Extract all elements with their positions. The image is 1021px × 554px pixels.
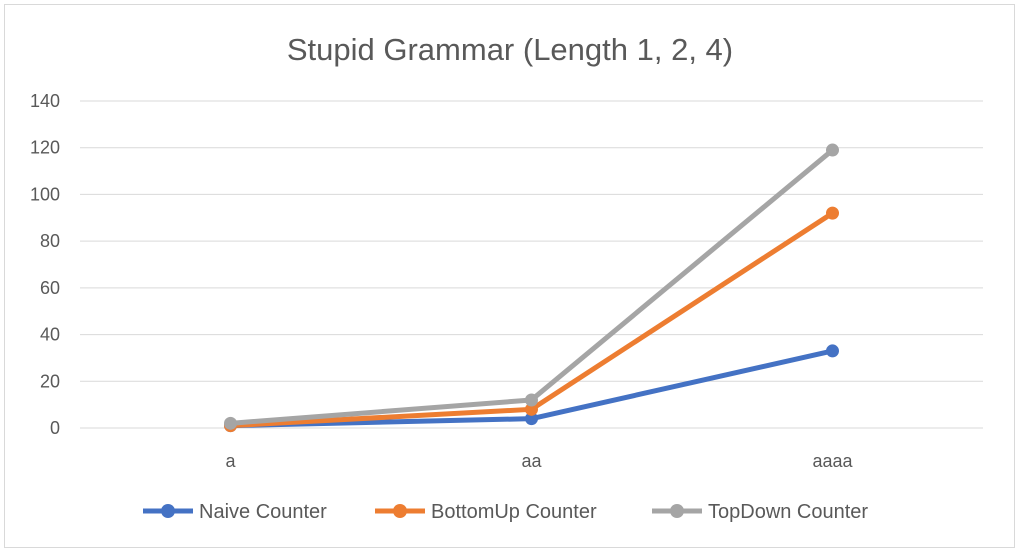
y-tick-label: 120 — [30, 138, 60, 158]
y-tick-label: 40 — [40, 325, 60, 345]
legend-swatch-marker — [670, 504, 684, 518]
chart-frame — [4, 4, 1015, 548]
data-point — [525, 412, 538, 426]
y-tick-label: 80 — [40, 231, 60, 251]
legend-item: BottomUp Counter — [375, 501, 597, 523]
data-point — [224, 416, 237, 430]
data-point — [525, 393, 538, 407]
legend-label: Naive Counter — [199, 501, 327, 523]
series-line — [228, 147, 835, 426]
y-tick-label: 140 — [30, 91, 60, 111]
legend-label: TopDown Counter — [708, 501, 868, 523]
y-tick-label: 20 — [40, 371, 60, 391]
y-axis-ticks: 0 20 40 60 80 100 120 140 — [30, 91, 60, 438]
legend-swatch-marker — [393, 504, 407, 518]
x-axis-ticks: a aa aaaa — [225, 451, 853, 471]
legend-item: Naive Counter — [143, 501, 327, 523]
x-tick-label: aa — [521, 451, 542, 471]
y-tick-label: 0 — [50, 418, 60, 438]
data-point — [826, 143, 839, 157]
data-point — [826, 344, 839, 358]
series-topdown-counter — [224, 143, 839, 430]
data-point — [525, 402, 538, 416]
data-point — [826, 206, 839, 220]
legend-item: TopDown Counter — [652, 501, 868, 523]
legend: Naive Counter BottomUp Counter TopDown Cou… — [143, 501, 868, 523]
y-tick-label: 100 — [30, 184, 60, 204]
x-tick-label: a — [225, 451, 236, 471]
series-group — [224, 143, 839, 433]
gridlines — [80, 100, 983, 429]
legend-label: BottomUp Counter — [431, 501, 597, 523]
y-tick-label: 60 — [40, 278, 60, 298]
x-tick-label: aaaa — [812, 451, 853, 471]
chart-title: Stupid Grammar (Length 1, 2, 4) — [287, 32, 733, 67]
legend-swatch-marker — [161, 504, 175, 518]
